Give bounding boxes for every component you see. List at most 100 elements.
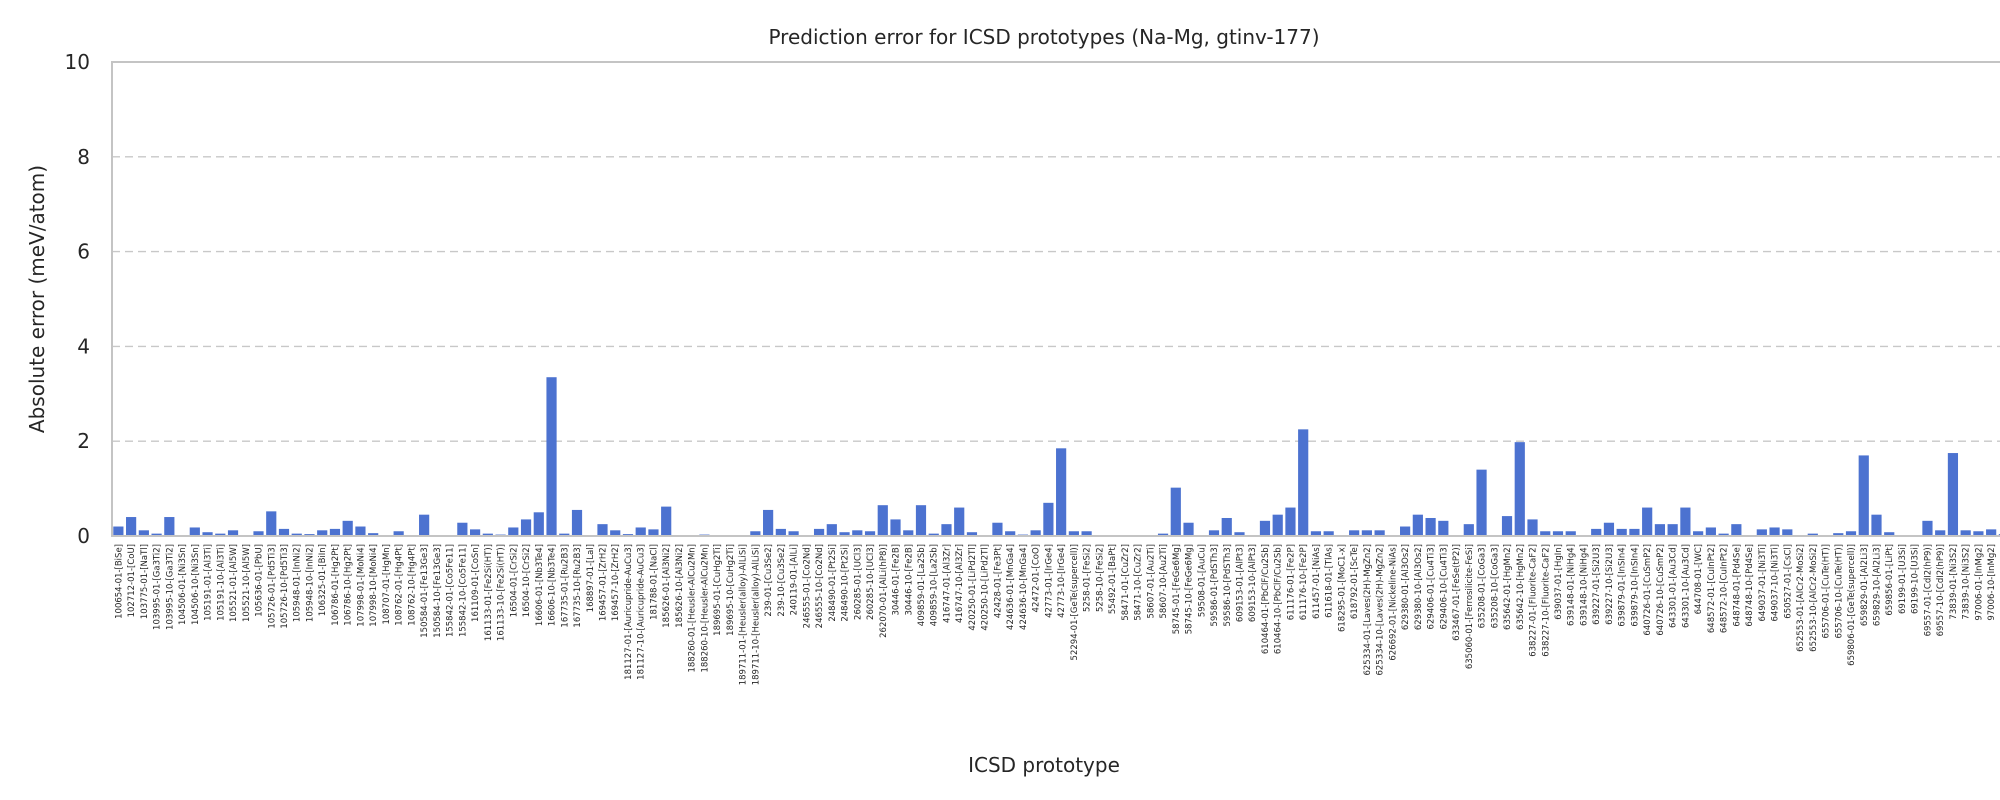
bar <box>1591 528 1602 536</box>
y-tick-label: 2 <box>77 429 90 453</box>
x-tick-label: 420250-01-[LiPd2Tl] <box>968 544 978 631</box>
x-tick-label: 639148-01-[NiHg4] <box>1567 544 1577 626</box>
bar <box>1986 529 1997 536</box>
x-tick-label: 105726-01-[Pd5Ti3] <box>267 544 277 629</box>
x-tick-label: 260285-01-[UCl3] <box>853 544 863 620</box>
bar <box>469 529 481 536</box>
x-tick-label: 609153-01-[AlPt3] <box>1235 544 1245 622</box>
x-tick-label: 189695-10-[CuHg2Ti] <box>726 544 736 636</box>
x-tick-label: 618295-01-[MoC1-x] <box>1337 544 1347 632</box>
bar <box>1285 507 1296 536</box>
bar <box>903 530 914 536</box>
x-tick-label: 168897-01-[Lal] <box>586 544 596 612</box>
x-tick-label: 635642-01-[HgMn2] <box>1503 544 1513 630</box>
bar <box>151 533 162 536</box>
bar <box>852 530 863 536</box>
x-tick-label: 167735-01-[Ru2B3] <box>560 544 570 628</box>
bar <box>1323 531 1334 536</box>
x-tick-label: 16606-01-[Nb3Te4] <box>535 544 545 626</box>
x-tick-label: 169457-01-[ZrH2] <box>598 544 608 621</box>
x-tick-label: 161133-10-[Fe2Si(HT)] <box>497 544 507 641</box>
x-tick-label: 639879-01-[InSIn4] <box>1618 544 1628 627</box>
bar <box>266 511 277 536</box>
bar <box>1438 520 1449 536</box>
x-tick-label: 643301-01-[Au3Cd] <box>1669 544 1679 628</box>
x-tick-label: 609153-10-[AlPt3] <box>1248 544 1258 622</box>
x-tick-label: 248490-01-[Pt2Si] <box>828 544 838 622</box>
x-tick-label: 106786-10-[Hg2Pt] <box>344 544 354 626</box>
x-tick-label: 652553-10-[AlCr2-MoSi2] <box>1809 544 1819 652</box>
x-tick-label: 185626-01-[Al3Ni2] <box>662 544 672 628</box>
x-tick-label: 188260-10-[Heusler-AlCu2Mn] <box>700 544 710 673</box>
x-tick-label: 626692-01-[Nickeline-NiAs] <box>1388 544 1398 661</box>
bar <box>1259 520 1271 536</box>
x-tick-label: 188260-01-[Heusler-AlCu2Mn] <box>688 544 698 673</box>
x-tick-label: 150584-10-[Fe13Ge3] <box>433 544 443 638</box>
x-tick-label: 155842-10-[Co5Fe11] <box>458 544 468 637</box>
bar <box>1833 533 1844 536</box>
bar <box>1603 522 1615 536</box>
chart-title: Prediction error for ICSD prototypes (Na… <box>768 25 1319 49</box>
bar <box>1183 522 1194 536</box>
bar <box>877 505 888 536</box>
x-tick-label: 638227-10-[Fluorite-CaF2] <box>1541 544 1551 657</box>
x-tick-label: 262070-01-[AlLi(hP8)] <box>879 544 889 638</box>
bar <box>788 531 799 536</box>
x-tick-label: 42773-10-[IrGe4] <box>1057 544 1067 618</box>
x-tick-label: 189711-10-[Heusler(alloy)-AlLiSi] <box>751 544 761 685</box>
x-tick-label: 633467-01-[FeSe(tP2)] <box>1452 544 1462 641</box>
x-tick-label: 97006-01-[InMg2] <box>1974 544 1984 621</box>
bar <box>164 517 175 536</box>
y-tick-label: 10 <box>65 50 90 74</box>
x-tick-label: 97006-10-[InMg2] <box>1987 544 1997 621</box>
x-tick-label: 625334-10-[Laves(2H)-MgZn2] <box>1376 544 1386 676</box>
bar <box>189 527 200 536</box>
bar <box>966 532 978 536</box>
x-tick-label: 239-01-[Cu3Se2] <box>764 544 774 617</box>
x-tick-label: 643301-10-[Au3Cd] <box>1681 544 1691 628</box>
bar <box>278 528 290 536</box>
x-tick-label: 73839-01-[Ni3S2] <box>1949 544 1959 620</box>
x-tick-label: 611176-01-[Fe2P] <box>1286 544 1296 620</box>
x-tick-label: 635208-01-[CoGa3] <box>1478 544 1488 628</box>
bar <box>1081 531 1092 536</box>
x-tick-label: 610464-01-[PbClF/Cu2Sb] <box>1261 544 1271 654</box>
x-tick-label: 107998-10-[MoNi4] <box>369 544 379 627</box>
x-tick-label: 103775-01-[NaTl] <box>140 544 150 619</box>
bar <box>1349 530 1360 536</box>
bar <box>1935 530 1946 536</box>
x-tick-label: 639037-01-[HgIn] <box>1554 544 1564 620</box>
x-tick-label: 42472-01-[CoO] <box>1032 544 1042 612</box>
plot-frame <box>111 61 2000 537</box>
y-tick-label: 4 <box>77 334 90 358</box>
x-tick-label: 629380-01-[Al3Os2] <box>1401 544 1411 630</box>
x-tick-label: 105948-01-[InNi2] <box>293 544 303 622</box>
x-tick-label: 635208-10-[CoGa3] <box>1490 544 1500 628</box>
bar <box>1782 529 1793 536</box>
bar <box>1527 519 1538 536</box>
bar <box>1501 516 1513 536</box>
bar <box>775 528 786 536</box>
x-tick-label: 161109-01-[CoSn] <box>471 544 481 622</box>
bar <box>1960 530 1971 536</box>
x-tick-label: 107998-01-[MoNi4] <box>356 544 366 627</box>
bar <box>1234 532 1245 536</box>
bar <box>1845 531 1857 536</box>
bar <box>1005 531 1016 536</box>
bar <box>1170 487 1181 536</box>
bar <box>1514 442 1525 536</box>
bar <box>227 530 239 536</box>
x-tick-label: 640726-01-[CuSmP2] <box>1643 544 1653 636</box>
bar <box>215 533 226 536</box>
x-tick-label: 246555-10-[Co2Nd] <box>815 544 825 628</box>
bar <box>1412 514 1423 536</box>
x-tick-label: 169457-10-[ZrH2] <box>611 544 621 621</box>
x-tick-label: 42773-01-[IrGe4] <box>1044 544 1054 618</box>
bar <box>1157 533 1169 536</box>
x-tick-label: 181788-01-[NaCl] <box>649 544 659 620</box>
x-tick-label: 16504-10-[CrSi2] <box>522 544 532 617</box>
x-tick-label: 240119-01-[AlLi] <box>790 544 800 615</box>
bar <box>1463 524 1474 536</box>
bar <box>610 530 621 536</box>
